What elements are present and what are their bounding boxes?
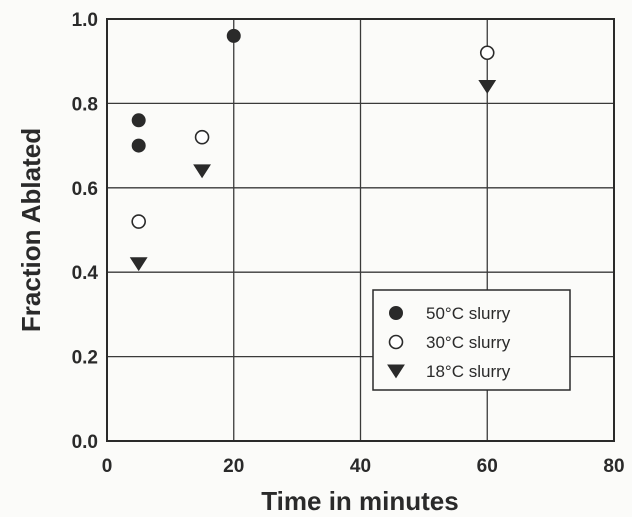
legend: 50°C slurry 30°C slurry 18°C slurry [372, 289, 571, 391]
data-point-30-c-slurry [131, 214, 146, 229]
legend-marker-30-c-slurry [388, 334, 404, 350]
x-tick-label: 80 [603, 456, 624, 477]
data-point-18-c-slurry [129, 257, 148, 272]
x-axis-label: Time in minutes [261, 486, 458, 516]
data-point-18-c-slurry [478, 80, 497, 94]
legend-label-18-c-slurry: 18°C slurry [426, 362, 511, 381]
data-point-18-c-slurry [193, 164, 211, 179]
y-tick-label: 0.4 [72, 263, 99, 284]
y-tick-label: 1.0 [72, 10, 98, 31]
y-axis-label: Fraction Ablated [16, 128, 46, 332]
y-tick-labels: 0.0 0.2 0.4 0.6 0.8 1.0 [72, 10, 99, 453]
y-tick-label: 0.8 [72, 94, 98, 115]
legend-marker-18-c-slurry [387, 364, 405, 379]
x-tick-label: 60 [477, 456, 498, 477]
x-tick-label: 40 [350, 456, 371, 477]
legend-label-30-c-slurry: 30°C slurry [426, 333, 511, 352]
data-point-30-c-slurry [479, 45, 495, 61]
x-tick-label: 0 [102, 456, 113, 477]
x-tick-label: 20 [223, 456, 244, 477]
data-point-50-c-slurry [226, 28, 241, 43]
plot-area-frame [106, 18, 615, 442]
x-tick-labels: 0 20 40 60 80 [102, 456, 625, 477]
y-tick-label: 0.6 [72, 179, 98, 200]
y-tick-label: 0.0 [72, 432, 98, 453]
data-point-50-c-slurry [131, 113, 146, 128]
legend-label-50-c-slurry: 50°C slurry [426, 304, 511, 323]
legend-box [372, 289, 571, 391]
data-points [129, 28, 497, 272]
data-point-30-c-slurry [194, 129, 210, 145]
data-point-50-c-slurry [131, 138, 146, 153]
legend-marker-50-c-slurry [389, 306, 403, 320]
y-tick-label: 0.2 [72, 348, 98, 369]
